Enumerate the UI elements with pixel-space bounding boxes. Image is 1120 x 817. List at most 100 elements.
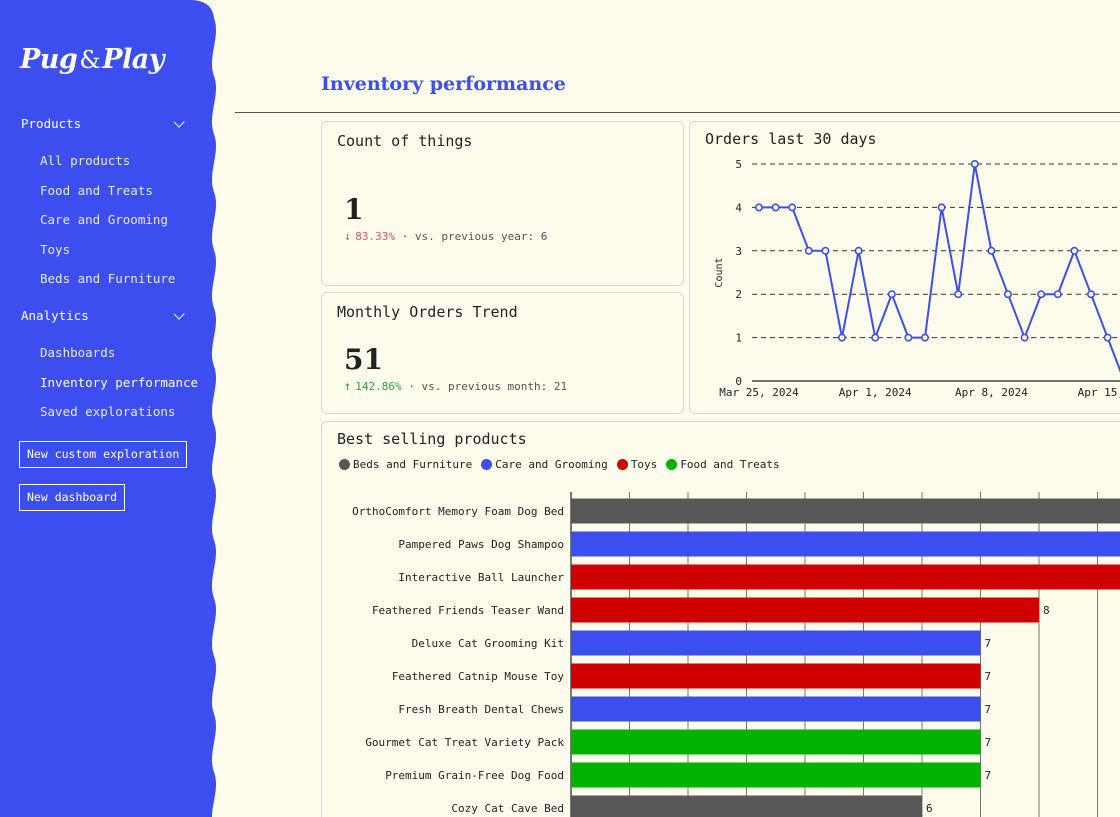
- category-label: Interactive Ball Launcher: [398, 571, 564, 584]
- legend-label: Toys: [630, 458, 658, 471]
- x-tick-label: Apr 1, 2024: [839, 386, 912, 399]
- data-point[interactable]: [788, 203, 797, 212]
- data-point[interactable]: [1020, 333, 1029, 342]
- separator-dot: ·: [408, 380, 422, 393]
- bar-value-label: 8: [1043, 604, 1050, 617]
- data-point[interactable]: [1037, 290, 1046, 299]
- bar[interactable]: [571, 663, 981, 689]
- sidebar-item-inventory-performance[interactable]: Inventory performance: [40, 375, 199, 390]
- kpi-delta-percent: 142.86%: [355, 380, 402, 393]
- y-tick-label: 0: [735, 375, 742, 388]
- category-label: Gourmet Cat Treat Variety Pack: [365, 736, 564, 749]
- bar[interactable]: [571, 531, 1120, 557]
- data-point[interactable]: [1053, 290, 1062, 299]
- data-point[interactable]: [954, 290, 963, 299]
- chevron-down-icon[interactable]: [173, 115, 185, 128]
- sidebar: Pug&Play Products All products Food and …: [0, 0, 215, 817]
- kpi-comparison: vs. previous month: 21: [421, 380, 568, 393]
- nav-section-products[interactable]: Products: [21, 115, 191, 131]
- data-point[interactable]: [970, 159, 979, 168]
- kpi-value: 51: [344, 343, 383, 376]
- sidebar-item-care-and-grooming[interactable]: Care and Grooming: [40, 212, 168, 227]
- sidebar-item-toys[interactable]: Toys: [40, 242, 71, 257]
- sidebar-item-all-products[interactable]: All products: [40, 153, 131, 168]
- legend-label: Care and Grooming: [495, 458, 608, 471]
- category-label: Premium Grain-Free Dog Food: [385, 769, 564, 782]
- nav-section-analytics[interactable]: Analytics: [21, 307, 191, 323]
- arrow-up-icon: ↑: [344, 379, 352, 393]
- kpi-card-count: Count of things 1 ↓ 83.33% · vs. previous…: [321, 121, 684, 286]
- separator-dot: ·: [401, 230, 415, 243]
- legend-swatch: [481, 459, 493, 470]
- data-point[interactable]: [854, 246, 863, 255]
- bar[interactable]: [571, 762, 981, 788]
- category-label: Pampered Paws Dog Shampoo: [398, 538, 564, 551]
- data-point[interactable]: [1003, 290, 1012, 299]
- chevron-down-icon[interactable]: [173, 307, 185, 320]
- category-label: OrthoComfort Memory Foam Dog Bed: [352, 505, 564, 518]
- data-point[interactable]: [838, 333, 847, 342]
- kpi-delta-percent: 83.33%: [355, 230, 395, 243]
- x-tick-label: Apr 15,: [1078, 386, 1120, 399]
- data-point[interactable]: [804, 246, 813, 255]
- legend-item[interactable]: Food and Treats: [666, 458, 780, 471]
- kpi-delta: ↑ 142.86% · vs. previous month: 21: [344, 379, 567, 393]
- sidebar-item-food-and-treats[interactable]: Food and Treats: [40, 183, 153, 198]
- legend-item[interactable]: Care and Grooming: [481, 458, 608, 471]
- data-point[interactable]: [1103, 333, 1112, 342]
- best-selling-card: Best selling products Beds and Furniture…: [321, 421, 1120, 817]
- bar-value-label: 7: [985, 703, 992, 716]
- legend-item[interactable]: Beds and Furniture: [339, 458, 472, 471]
- bar[interactable]: [571, 630, 981, 656]
- new-dashboard-button[interactable]: New dashboard: [19, 484, 126, 511]
- data-point[interactable]: [887, 290, 896, 299]
- series-line: [759, 163, 1120, 373]
- legend-swatch: [616, 459, 628, 470]
- bar[interactable]: [571, 729, 981, 755]
- chart-legend: Beds and Furniture Care and Grooming Toy…: [339, 458, 780, 471]
- bar[interactable]: [571, 795, 922, 817]
- category-label: Cozy Cat Cave Bed: [451, 802, 564, 815]
- new-custom-exploration-button[interactable]: New custom exploration: [19, 441, 188, 468]
- data-point[interactable]: [1070, 246, 1079, 255]
- legend-item[interactable]: Toys: [616, 458, 658, 471]
- kpi-delta: ↓ 83.33% · vs. previous year: 6: [344, 229, 547, 243]
- header-divider: [235, 112, 1120, 113]
- card-title: Monthly Orders Trend: [337, 303, 518, 321]
- legend-swatch: [666, 459, 678, 470]
- legend-label: Beds and Furniture: [353, 458, 473, 471]
- bar[interactable]: [571, 498, 1120, 524]
- bar-value-label: 7: [985, 670, 992, 683]
- nav-section-label: Products: [21, 116, 82, 131]
- data-point[interactable]: [904, 333, 913, 342]
- card-title: Best selling products: [337, 430, 527, 448]
- legend-label: Food and Treats: [680, 458, 780, 471]
- y-tick-label: 2: [735, 288, 742, 301]
- bar[interactable]: [571, 696, 981, 722]
- y-tick-label: 4: [735, 201, 742, 214]
- bar[interactable]: [571, 597, 1039, 623]
- y-tick-label: 1: [735, 332, 742, 345]
- y-axis-label: Count: [714, 257, 725, 287]
- data-point[interactable]: [1086, 290, 1095, 299]
- sidebar-wave: [0, 0, 217, 817]
- data-point[interactable]: [937, 203, 946, 212]
- kpi-comparison: vs. previous year: 6: [414, 230, 548, 243]
- bar-value-label: 7: [985, 736, 992, 749]
- bar-value-label: 7: [985, 637, 992, 650]
- data-point[interactable]: [771, 203, 780, 212]
- arrow-down-icon: ↓: [344, 229, 352, 243]
- sidebar-item-saved-explorations[interactable]: Saved explorations: [40, 404, 176, 419]
- data-point[interactable]: [821, 246, 830, 255]
- data-point[interactable]: [987, 246, 996, 255]
- data-point[interactable]: [871, 333, 880, 342]
- sidebar-item-dashboards[interactable]: Dashboards: [40, 345, 116, 360]
- sidebar-item-beds-and-furniture[interactable]: Beds and Furniture: [40, 271, 176, 286]
- bar-value-label: 7: [985, 769, 992, 782]
- orders-line-chart: 0 1 2 3 4 5 Count Mar 25, 2024 Apr 1, 2024 Apr 8,…: [714, 158, 1120, 399]
- data-point[interactable]: [921, 333, 930, 342]
- brand-logo[interactable]: Pug&Play: [20, 44, 164, 75]
- data-point[interactable]: [755, 203, 764, 212]
- bar[interactable]: [571, 564, 1120, 590]
- category-label: Feathered Friends Teaser Wand: [372, 604, 564, 617]
